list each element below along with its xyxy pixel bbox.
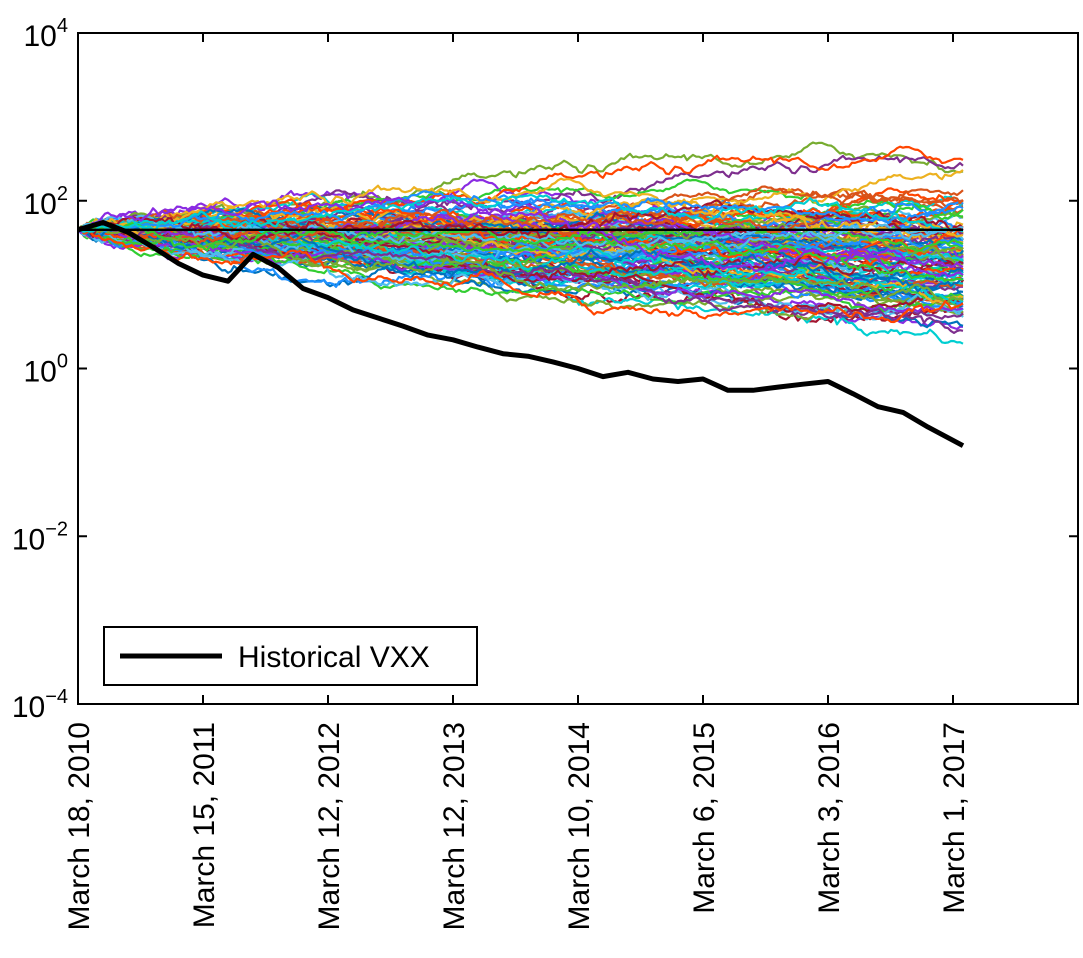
simulated-path-line <box>77 219 964 304</box>
y-tick-label: 10−2 <box>12 518 68 556</box>
simulated-path-line <box>77 226 964 324</box>
historical-line-layer <box>77 220 965 448</box>
simulated-path-line <box>77 177 964 238</box>
x-tick-label: March 12, 2012 <box>313 722 346 930</box>
x-tick-label: March 15, 2011 <box>188 722 221 928</box>
simulated-path-line <box>77 219 964 253</box>
x-tick-label: March 18, 2010 <box>63 722 96 930</box>
simulated-path-line <box>77 185 964 238</box>
simulated-path-line <box>77 205 964 260</box>
y-tick-label: 102 <box>24 183 69 221</box>
x-tick-label: March 1, 2017 <box>938 722 971 914</box>
simulated-paths <box>77 141 964 345</box>
simulated-path-line <box>77 195 964 273</box>
legend: Historical VXX <box>103 626 478 686</box>
y-tick-label: 104 <box>24 15 69 53</box>
x-tick-label: March 3, 2016 <box>813 722 846 914</box>
simulated-path-line <box>77 193 964 233</box>
x-tick-label: March 10, 2014 <box>563 722 596 930</box>
simulated-path-line <box>77 227 964 304</box>
simulated-path-line <box>77 223 964 262</box>
y-tick-label: 10−4 <box>12 686 68 724</box>
simulated-path-line <box>77 222 964 282</box>
axes: 10−4 10−2 100 102 104 March 18, 2010 March 15,… <box>12 15 1079 930</box>
x-tick-label: March 12, 2013 <box>438 722 471 930</box>
historical-vxx-line <box>77 220 965 448</box>
y-tick-label: 100 <box>24 351 69 389</box>
x-tick-label: March 6, 2015 <box>688 722 721 914</box>
legend-label-historical-vxx: Historical VXX <box>238 641 430 674</box>
simulated-path-line <box>77 226 964 293</box>
